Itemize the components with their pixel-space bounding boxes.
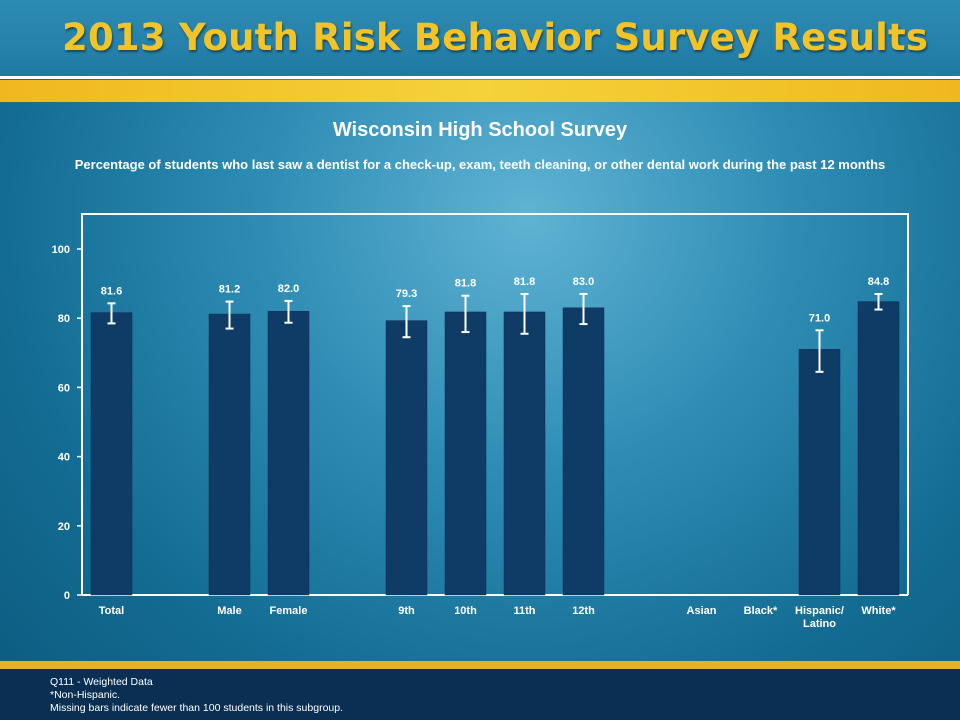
x-tick-label: 11th xyxy=(513,605,535,617)
data-label: 84.8 xyxy=(868,276,889,288)
x-tick-label: 10th xyxy=(454,605,477,617)
data-label: 81.8 xyxy=(514,276,535,288)
footnote-missing-bars: Missing bars indicate fewer than 100 stu… xyxy=(50,702,344,714)
x-tick-label: 9th xyxy=(398,605,415,617)
bar xyxy=(857,301,900,596)
x-tick-label: Hispanic/Latino xyxy=(795,605,844,630)
data-label: 82.0 xyxy=(278,283,299,295)
footnote-non-hispanic: *Non-Hispanic. xyxy=(50,689,121,701)
x-tick-label: 12th xyxy=(572,605,595,617)
bar xyxy=(444,311,487,596)
data-label: 83.0 xyxy=(573,276,594,288)
y-tick-label: 100 xyxy=(52,244,70,256)
y-tick-label: 20 xyxy=(58,521,70,533)
bar xyxy=(267,311,310,596)
footnotes: Q111 - Weighted Data *Non-Hispanic. Miss… xyxy=(50,676,343,715)
bar xyxy=(798,349,841,596)
footer-gold-rule xyxy=(0,661,960,669)
header-divider xyxy=(0,76,960,79)
bar xyxy=(208,313,251,596)
bar xyxy=(562,307,605,596)
data-label: 81.2 xyxy=(219,284,240,296)
data-label: 79.3 xyxy=(396,288,417,300)
y-tick-label: 80 xyxy=(58,313,70,325)
bar xyxy=(90,312,133,596)
chart-subtitle: Percentage of students who last saw a de… xyxy=(74,157,886,172)
data-label: 71.0 xyxy=(809,312,830,324)
y-tick-label: 60 xyxy=(58,382,70,394)
gold-rule xyxy=(0,80,960,102)
footnote-data-source: Q111 - Weighted Data xyxy=(50,676,153,688)
bar xyxy=(503,311,546,596)
y-tick-label: 0 xyxy=(64,590,70,602)
y-tick-label: 40 xyxy=(58,452,70,464)
x-tick-label: Male xyxy=(217,605,241,617)
x-tick-label: Female xyxy=(270,605,308,617)
chart-title: Wisconsin High School Survey xyxy=(332,119,628,141)
header-banner: 2013 Youth Risk Behavior Survey Results xyxy=(0,0,960,76)
x-tick-label: White* xyxy=(861,605,896,617)
footer-bar xyxy=(0,661,960,720)
x-tick-label: Asian xyxy=(687,605,717,617)
bar xyxy=(385,320,428,596)
page-title: 2013 Youth Risk Behavior Survey Results xyxy=(62,16,929,59)
x-tick-label: Black* xyxy=(744,605,778,617)
x-tick-label: Total xyxy=(99,605,124,617)
data-label: 81.8 xyxy=(455,278,476,290)
data-label: 81.6 xyxy=(101,285,122,297)
plot-frame xyxy=(81,213,909,595)
